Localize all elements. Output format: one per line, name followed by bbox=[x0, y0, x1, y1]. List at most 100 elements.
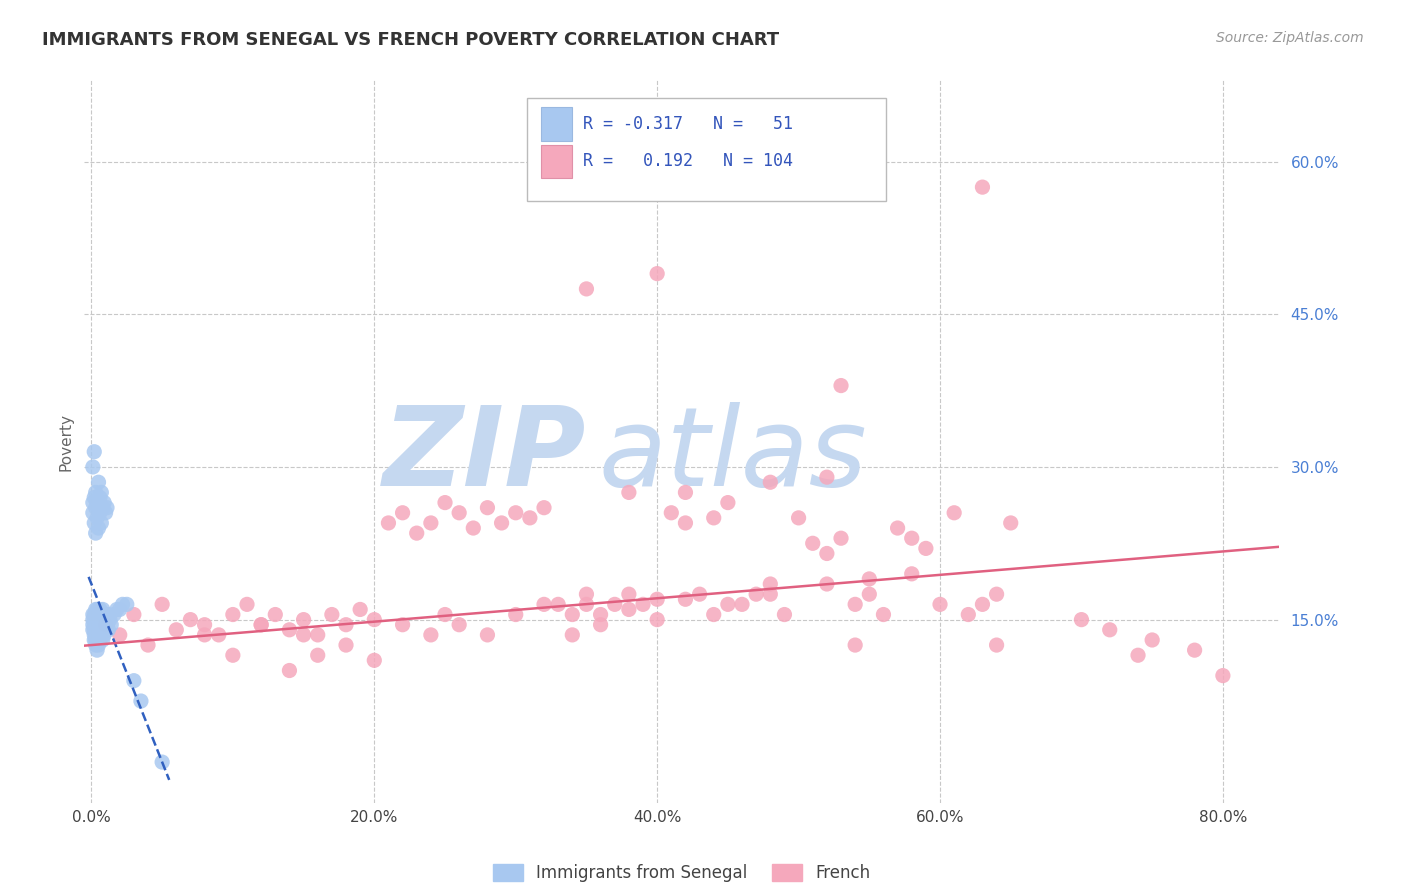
Point bbox=[1000, 516, 1022, 530]
Point bbox=[98, 613, 121, 627]
Point bbox=[675, 485, 697, 500]
Point bbox=[89, 506, 111, 520]
Point bbox=[449, 506, 471, 520]
Point bbox=[250, 617, 273, 632]
Text: atlas: atlas bbox=[599, 402, 868, 509]
Point bbox=[105, 602, 128, 616]
Point bbox=[278, 623, 301, 637]
Point bbox=[115, 598, 138, 612]
Point bbox=[86, 511, 108, 525]
Point bbox=[83, 613, 105, 627]
Point bbox=[150, 755, 173, 769]
Point bbox=[377, 516, 399, 530]
Point bbox=[90, 623, 112, 637]
Point bbox=[91, 632, 114, 647]
Point bbox=[773, 607, 796, 622]
Y-axis label: Poverty: Poverty bbox=[58, 412, 73, 471]
Point bbox=[844, 638, 866, 652]
Point bbox=[1212, 668, 1234, 682]
Point bbox=[87, 607, 110, 622]
Point bbox=[717, 598, 740, 612]
Point bbox=[477, 500, 499, 515]
Point bbox=[83, 607, 105, 622]
Point bbox=[505, 607, 527, 622]
Point bbox=[589, 617, 612, 632]
Point bbox=[858, 572, 880, 586]
Point bbox=[815, 577, 838, 591]
Point bbox=[83, 623, 105, 637]
Point bbox=[87, 617, 110, 632]
Point bbox=[100, 617, 122, 632]
Point bbox=[689, 587, 711, 601]
Point bbox=[93, 613, 115, 627]
Point bbox=[745, 587, 768, 601]
Point bbox=[90, 485, 112, 500]
Point bbox=[645, 267, 668, 281]
Point bbox=[83, 516, 105, 530]
Point bbox=[89, 491, 111, 505]
Point bbox=[86, 602, 108, 616]
Point bbox=[943, 506, 966, 520]
Point bbox=[87, 638, 110, 652]
Point bbox=[533, 598, 555, 612]
Point bbox=[929, 598, 952, 612]
Point bbox=[89, 617, 111, 632]
Point bbox=[179, 613, 201, 627]
Point bbox=[94, 607, 117, 622]
Point bbox=[87, 475, 110, 490]
Point bbox=[815, 546, 838, 560]
Point bbox=[1126, 648, 1149, 663]
Point bbox=[86, 613, 108, 627]
Point bbox=[972, 180, 994, 194]
Legend: Immigrants from Senegal, French: Immigrants from Senegal, French bbox=[486, 857, 877, 888]
Point bbox=[136, 638, 159, 652]
Point bbox=[150, 598, 173, 612]
Point bbox=[84, 638, 107, 652]
Point bbox=[886, 521, 908, 535]
Point bbox=[250, 617, 273, 632]
Point bbox=[84, 613, 107, 627]
Point bbox=[675, 592, 697, 607]
Point bbox=[84, 485, 107, 500]
Point bbox=[307, 648, 329, 663]
Point bbox=[264, 607, 287, 622]
Point bbox=[900, 566, 922, 581]
Point bbox=[759, 587, 782, 601]
Point bbox=[122, 607, 145, 622]
Point bbox=[94, 617, 117, 632]
Point bbox=[575, 587, 598, 601]
Point bbox=[90, 607, 112, 622]
Point bbox=[434, 607, 457, 622]
Point bbox=[349, 602, 371, 616]
Point bbox=[82, 613, 104, 627]
Point bbox=[547, 598, 569, 612]
Point bbox=[292, 628, 315, 642]
Point bbox=[108, 628, 131, 642]
Point bbox=[575, 598, 598, 612]
Point bbox=[419, 628, 441, 642]
Point bbox=[84, 632, 107, 647]
Point bbox=[222, 648, 245, 663]
Point bbox=[645, 592, 668, 607]
Point bbox=[1184, 643, 1206, 657]
Point bbox=[900, 531, 922, 545]
Point bbox=[103, 607, 125, 622]
Point bbox=[96, 500, 118, 515]
Point bbox=[307, 628, 329, 642]
Point bbox=[89, 602, 111, 616]
Point bbox=[463, 521, 485, 535]
Point bbox=[434, 495, 457, 509]
Point bbox=[519, 511, 541, 525]
Point bbox=[449, 617, 471, 632]
Point bbox=[759, 475, 782, 490]
Point bbox=[659, 506, 682, 520]
Point bbox=[83, 632, 105, 647]
Point bbox=[278, 664, 301, 678]
Text: IMMIGRANTS FROM SENEGAL VS FRENCH POVERTY CORRELATION CHART: IMMIGRANTS FROM SENEGAL VS FRENCH POVERT… bbox=[42, 31, 779, 49]
Point bbox=[617, 602, 640, 616]
Point bbox=[844, 598, 866, 612]
Point bbox=[1098, 623, 1121, 637]
Point bbox=[675, 516, 697, 530]
Point bbox=[872, 607, 894, 622]
Point bbox=[759, 577, 782, 591]
